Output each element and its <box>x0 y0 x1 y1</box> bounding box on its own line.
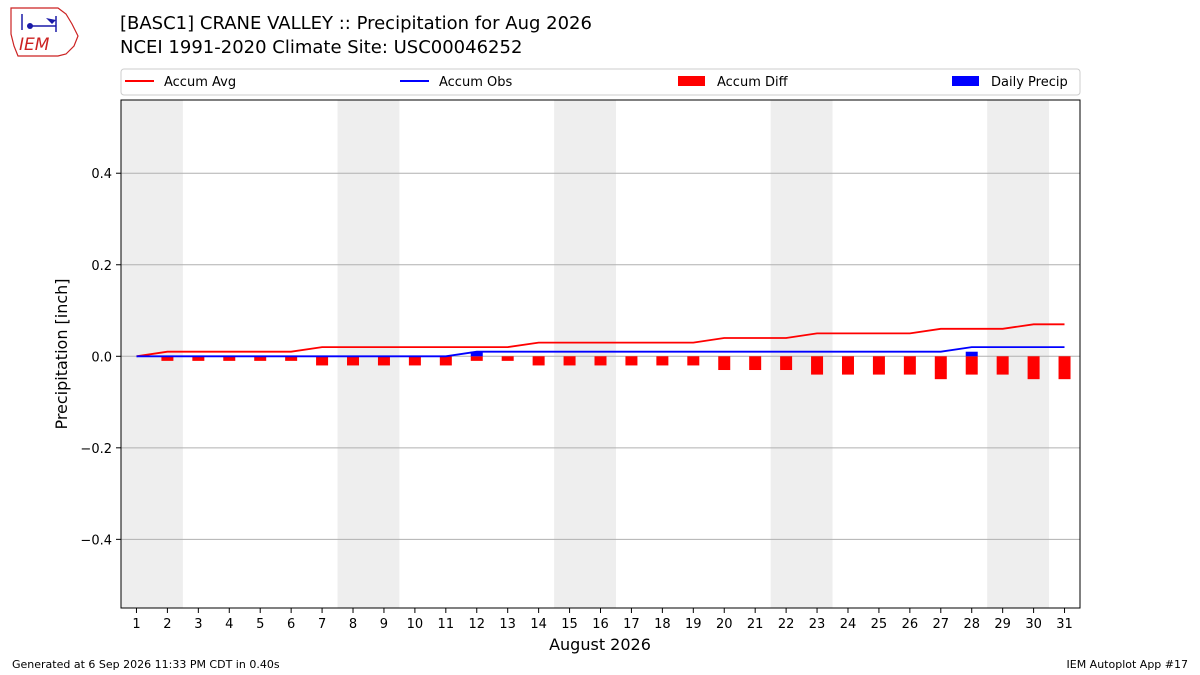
legend-label: Accum Avg <box>164 75 236 90</box>
x-tick-label: 10 <box>407 617 424 632</box>
x-tick-label: 5 <box>256 617 264 632</box>
y-tick-label: −0.4 <box>80 533 112 548</box>
accum-diff-bar <box>161 356 174 361</box>
x-tick-label: 20 <box>716 617 733 632</box>
x-tick-label: 26 <box>902 617 919 632</box>
legend-frame <box>120 68 1081 96</box>
accum-obs-line <box>136 346 1065 358</box>
x-tick-label: 3 <box>194 617 202 632</box>
accum-diff-bar <box>501 356 514 361</box>
accum-diff-bar <box>965 356 978 375</box>
x-tick-label: 30 <box>1025 617 1042 632</box>
x-tick-label: 21 <box>747 617 764 632</box>
accum-diff-bar <box>439 356 452 366</box>
accum-diff-bar <box>841 356 854 375</box>
accum-diff-bar <box>625 356 638 366</box>
accum-diff-bar <box>532 356 545 366</box>
daily-precip-bar <box>470 351 483 357</box>
x-tick-label: 12 <box>468 617 485 632</box>
x-tick-label: 4 <box>225 617 233 632</box>
accum-diff-bar <box>1027 356 1040 380</box>
x-tick-label: 13 <box>499 617 516 632</box>
x-tick-label: 6 <box>287 617 295 632</box>
x-tick-label: 16 <box>592 617 609 632</box>
legend-label: Accum Obs <box>439 75 512 90</box>
iem-logo-graphic: IEM <box>10 7 79 57</box>
x-tick-label: 2 <box>163 617 171 632</box>
x-tick-label: 19 <box>685 617 702 632</box>
footer-generated: Generated at 6 Sep 2026 11:33 PM CDT in … <box>12 658 280 671</box>
accum-avg-line <box>136 323 1065 358</box>
x-tick-label: 29 <box>994 617 1011 632</box>
x-tick-label: 9 <box>380 617 388 632</box>
weekend-band <box>987 100 1050 608</box>
weekend-band <box>554 100 616 608</box>
x-tick-label: 25 <box>871 617 888 632</box>
accum-diff-bar <box>656 356 669 366</box>
x-tick-label: 11 <box>438 617 455 632</box>
x-axis-label: August 2026 <box>549 635 651 654</box>
accum-diff-bar <box>408 356 421 366</box>
weekend-band <box>337 100 400 608</box>
accum-diff-bar <box>996 356 1009 375</box>
iem-logo: IEM <box>8 6 80 62</box>
accum-diff-bar <box>377 356 390 366</box>
accum-diff-bar <box>903 356 916 375</box>
x-tick-label: 22 <box>778 617 795 632</box>
y-tick-label: 0.0 <box>91 350 112 365</box>
chart-title: [BASC1] CRANE VALLEY :: Precipitation fo… <box>120 13 592 34</box>
y-tick-label: 0.4 <box>91 167 112 182</box>
weekend-band <box>770 100 833 608</box>
x-tick-label: 1 <box>132 617 140 632</box>
accum-diff-bar <box>872 356 885 375</box>
x-tick-label: 23 <box>809 617 826 632</box>
x-tick-label: 31 <box>1056 617 1073 632</box>
accum-diff-bar <box>934 356 947 380</box>
y-axis-label: Precipitation [inch] <box>52 278 71 429</box>
accum-diff-bar <box>811 356 824 375</box>
x-tick-label: 28 <box>963 617 980 632</box>
accum-diff-bar <box>254 356 267 361</box>
accum-diff-bar <box>316 356 329 366</box>
legend-swatch-bar <box>952 76 979 86</box>
accum-diff-bar <box>780 356 793 371</box>
x-tick-label: 17 <box>623 617 640 632</box>
accum-diff-bar <box>285 356 298 361</box>
legend-swatch-bar <box>678 76 705 86</box>
chart-title-block: [BASC1] CRANE VALLEY :: Precipitation fo… <box>120 12 592 60</box>
accum-diff-bar <box>470 356 483 361</box>
y-tick-label: 0.2 <box>91 259 112 274</box>
daily-precip-bar <box>965 351 978 357</box>
accum-diff-bar <box>749 356 762 371</box>
accum-diff-bar <box>347 356 360 366</box>
legend-label: Daily Precip <box>991 75 1068 90</box>
accum-diff-bar <box>687 356 700 366</box>
x-tick-label: 7 <box>318 617 326 632</box>
accum-diff-bar <box>718 356 731 371</box>
accum-diff-bar <box>1058 356 1071 380</box>
chart-subtitle: NCEI 1991-2020 Climate Site: USC00046252 <box>120 37 523 58</box>
footer-app: IEM Autoplot App #17 <box>1066 658 1189 671</box>
accum-diff-bar <box>594 356 607 366</box>
y-tick-label: −0.2 <box>80 442 112 457</box>
accum-diff-bar <box>192 356 205 361</box>
accum-diff-bar <box>223 356 236 361</box>
x-tick-label: 15 <box>561 617 578 632</box>
legend: Accum Avg Accum Obs Accum Diff Daily Precip <box>120 68 1081 96</box>
x-tick-label: 14 <box>530 617 547 632</box>
legend-label: Accum Diff <box>717 75 789 90</box>
x-tick-label: 8 <box>349 617 357 632</box>
logo-text: IEM <box>19 35 50 55</box>
accum-diff-bar <box>563 356 576 366</box>
x-tick-label: 24 <box>840 617 857 632</box>
x-tick-label: 18 <box>654 617 671 632</box>
x-tick-label: 27 <box>933 617 950 632</box>
